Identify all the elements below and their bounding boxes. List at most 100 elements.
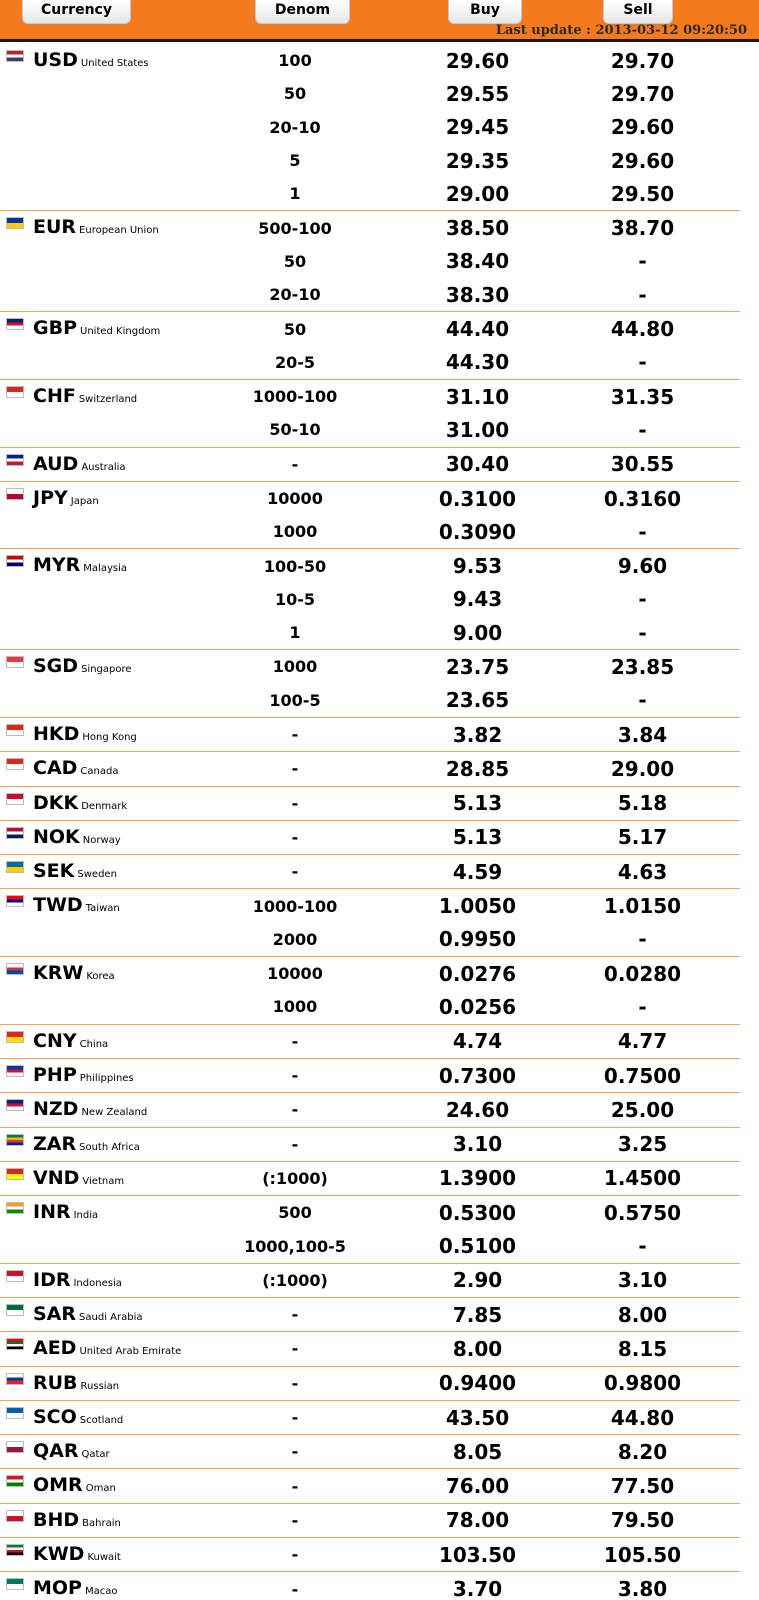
currency-group-hkd: HKD Hong Kong - 3.82 3.84	[0, 718, 740, 753]
currency-group-nzd: NZD New Zealand - 24.60 25.00	[0, 1093, 740, 1128]
currency-cell: JPY Japan	[0, 482, 250, 549]
denomination-cell: -	[291, 1134, 299, 1154]
buy-rate-cell: 31.10	[445, 384, 510, 409]
rate-row: 100-5 23.65 -	[0, 684, 740, 717]
currency-code-text: SGD	[33, 655, 79, 678]
currency-group-mop: MOP Macao - 3.70 3.80	[0, 1572, 740, 1600]
ph-flag-icon	[6, 1064, 24, 1077]
denomination-cell: 1000-100	[252, 387, 338, 407]
buy-rate-cell: 23.65	[445, 688, 510, 713]
currency-country-name: Switzerland	[78, 393, 138, 405]
denomination-cell: -	[291, 1476, 299, 1496]
currency-code: AUD Australia	[33, 453, 126, 475]
rate-row: 100 29.60 29.70	[0, 44, 740, 77]
currency-code: ZAR South Africa	[33, 1133, 140, 1155]
sell-rate-cell: 38.70	[610, 216, 675, 241]
currency-group-twd: TWD Taiwan 1000-100 1.0050 1.0150 2000 0.9950 -	[0, 889, 740, 958]
buy-rate-cell: 0.3100	[438, 486, 517, 511]
currency-country-name: Canada	[80, 766, 119, 778]
rate-row: (:1000) 2.90 3.10	[0, 1264, 740, 1297]
rate-row: 10000 0.3100 0.3160	[0, 482, 740, 515]
sell-rate-cell: 0.7500	[603, 1063, 682, 1088]
currency-column-button[interactable]: Currency	[22, 0, 131, 24]
buy-rate-cell: 1.0050	[438, 894, 517, 919]
rate-row: - 3.10 3.25	[0, 1128, 740, 1161]
currency-country-name: South Africa	[79, 1141, 140, 1153]
buy-rate-cell: 1.3900	[438, 1166, 517, 1191]
sell-rate-cell: 4.77	[617, 1029, 668, 1054]
rate-row: 20-5 44.30 -	[0, 346, 740, 379]
rate-row: 1000-100 31.10 31.35	[0, 380, 740, 413]
currency-cell: BHD Bahrain	[0, 1504, 250, 1537]
currency-code-text: QAR	[33, 1440, 79, 1463]
currency-code-text: USD	[33, 49, 78, 71]
rate-row: - 7.85 8.00	[0, 1298, 740, 1331]
denomination-cell: 500-100	[258, 218, 332, 238]
currency-code: GBP United Kingdom	[33, 317, 160, 339]
sell-rate-cell: 105.50	[603, 1542, 682, 1567]
sell-rate-cell: 5.17	[617, 825, 668, 850]
sg-flag-icon	[6, 656, 24, 669]
denomination-cell: 10-5	[274, 589, 316, 609]
currency-group-chf: CHF Switzerland 1000-100 31.10 31.35 50-10 31.…	[0, 380, 740, 448]
currency-code: CAD Canada	[33, 757, 118, 779]
currency-code: PHP Philippines	[33, 1064, 134, 1086]
currency-code: BHD Bahrain	[33, 1509, 121, 1531]
denomination-cell: 50	[283, 84, 307, 104]
currency-code: CNY China	[33, 1030, 108, 1052]
denomination-cell: -	[291, 725, 299, 745]
sell-rate-cell: 29.70	[610, 48, 675, 73]
currency-country-name: Taiwan	[85, 903, 120, 915]
currency-cell: NOK Norway	[0, 821, 250, 854]
dk-flag-icon	[6, 792, 24, 805]
currency-country-name: New Zealand	[81, 1107, 148, 1119]
buy-rate-cell: 29.60	[445, 48, 510, 73]
currency-group-rub: RUB Russian - 0.9400 0.9800	[0, 1367, 740, 1401]
denomination-cell: 10000	[267, 489, 323, 508]
currency-code-text: BHD	[33, 1508, 80, 1531]
buy-rate-cell: 0.9950	[438, 927, 517, 952]
sell-column-button[interactable]: Sell	[603, 0, 673, 24]
currency-group-zar: ZAR South Africa - 3.10 3.25	[0, 1128, 740, 1162]
denomination-cell: 5	[289, 151, 301, 171]
rate-row: 50-10 31.00 -	[0, 413, 740, 446]
currency-country-name: European Union	[79, 225, 159, 237]
sell-rate-cell: 77.50	[610, 1474, 675, 1499]
currency-cell: HKD Hong Kong	[0, 718, 250, 751]
currency-code-text: ZAR	[33, 1132, 77, 1155]
sell-rate-cell: -	[638, 417, 647, 442]
currency-group-aud: AUD Australia - 30.40 30.55	[0, 448, 740, 482]
currency-group-sek: SEK Sweden - 4.59 4.63	[0, 855, 740, 890]
buy-column-button[interactable]: Buy	[448, 0, 522, 24]
currency-cell: CHF Switzerland	[0, 380, 250, 447]
sco-flag-icon	[6, 1406, 24, 1419]
buy-rate-cell: 28.85	[445, 756, 510, 781]
currency-code: HKD Hong Kong	[33, 723, 137, 745]
currency-country-name: Vietnam	[82, 1175, 125, 1187]
currency-cell: USD United States	[0, 44, 250, 210]
buy-rate-cell: 44.30	[445, 350, 510, 375]
sell-rate-cell: 1.0150	[603, 894, 682, 919]
denomination-cell: -	[291, 827, 299, 847]
rate-row: - 78.00 79.50	[0, 1504, 740, 1537]
currency-cell: TWD Taiwan	[0, 889, 250, 956]
denomination-cell: -	[291, 1339, 299, 1359]
buy-rate-cell: 31.00	[445, 417, 510, 442]
currency-code-text: CAD	[33, 757, 78, 780]
denomination-cell: 500	[278, 1203, 312, 1223]
sell-rate-cell: 3.25	[617, 1132, 668, 1157]
rate-row: 20-10 38.30 -	[0, 278, 740, 311]
currency-code-text: SCO	[33, 1405, 77, 1428]
currency-group-eur: EUR European Union 500-100 38.50 38.70 50 38.4…	[0, 211, 740, 313]
buy-rate-cell: 0.7300	[438, 1063, 517, 1088]
denom-column-button[interactable]: Denom	[255, 0, 350, 24]
sell-rate-cell: 3.80	[617, 1577, 668, 1600]
denomination-cell: -	[291, 759, 299, 779]
currency-code-text: NOK	[33, 825, 80, 848]
jp-flag-icon	[6, 487, 24, 500]
rate-row: (:1000) 1.3900 1.4500	[0, 1162, 740, 1195]
sell-rate-cell: 1.4500	[603, 1166, 682, 1191]
currency-code: AED United Arab Emirate	[33, 1337, 181, 1359]
sell-rate-cell: 8.00	[617, 1302, 668, 1327]
currency-code: QAR Qatar	[33, 1440, 110, 1462]
